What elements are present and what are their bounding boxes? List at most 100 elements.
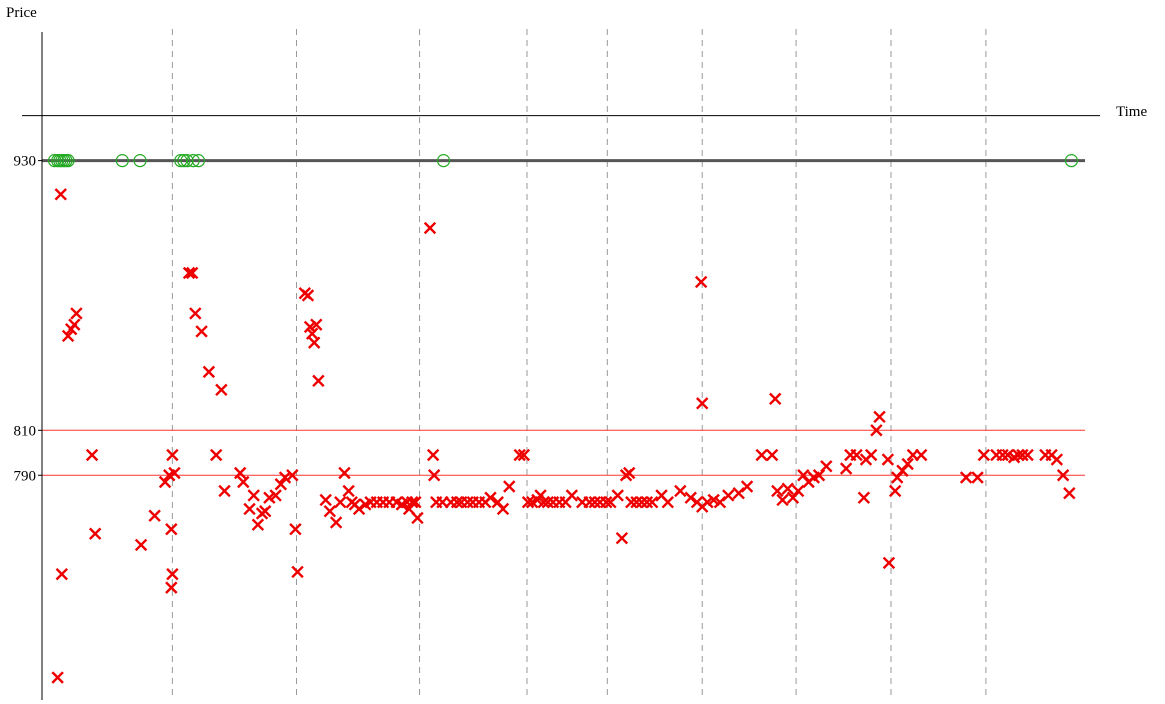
- cross-point-22: [202, 365, 216, 379]
- cross-point-3: [68, 318, 81, 331]
- y-tick-label-810: 810: [14, 423, 37, 439]
- cross-point-124: [696, 397, 709, 410]
- cross-point-143: [870, 424, 883, 437]
- cross-point-11: [158, 475, 172, 489]
- circle-point-12: [186, 154, 200, 168]
- cross-point-128: [771, 484, 784, 498]
- circle-markers: [47, 154, 1079, 168]
- cross-point-154: [977, 448, 991, 462]
- cross-point-118: [707, 493, 720, 507]
- cross-point-50: [334, 496, 347, 509]
- circle-point-7: [115, 154, 129, 168]
- cross-point-144: [873, 410, 886, 424]
- cross-point-126: [765, 448, 779, 462]
- cross-point-23: [209, 448, 223, 462]
- cross-point-82: [496, 502, 510, 516]
- cross-point-24: [215, 383, 228, 397]
- cross-point-46: [312, 374, 325, 388]
- cross-point-20: [189, 307, 202, 320]
- cross-point-120: [722, 489, 735, 502]
- cross-point-35: [274, 478, 288, 491]
- cross-point-153: [971, 471, 984, 484]
- cross-point-166: [1063, 487, 1076, 500]
- cross-point-51: [338, 466, 351, 480]
- cross-point-17: [168, 466, 181, 480]
- cross-point-30: [251, 518, 265, 531]
- cross-point-21: [195, 325, 208, 338]
- reference-lines: [42, 159, 1085, 476]
- y-axis-label: Price: [6, 5, 37, 21]
- cross-point-65: [406, 496, 419, 509]
- cross-point-26: [233, 466, 247, 480]
- cross-point-68: [423, 221, 437, 235]
- cross-point-18: [182, 266, 196, 280]
- cross-point-140: [850, 448, 863, 462]
- cross-markers: [51, 188, 1076, 684]
- cross-point-8: [51, 671, 64, 684]
- cross-point-74: [450, 496, 464, 509]
- cross-point-132: [791, 484, 805, 498]
- cross-point-86: [521, 496, 535, 509]
- cross-point-167: [857, 491, 871, 504]
- cross-point-130: [781, 482, 794, 495]
- cross-point-67: [411, 511, 424, 525]
- cross-point-110: [645, 496, 659, 509]
- cross-point-157: [1001, 448, 1015, 462]
- cross-point-49: [329, 516, 343, 529]
- cross-point-102: [611, 489, 624, 502]
- cross-point-161: [1021, 448, 1034, 462]
- cross-point-27: [237, 475, 250, 489]
- cross-point-43: [305, 327, 319, 340]
- cross-point-28: [243, 502, 256, 516]
- cross-point-90: [537, 496, 550, 509]
- cross-point-69: [426, 448, 440, 462]
- circle-point-8: [133, 154, 147, 168]
- cross-point-129: [776, 493, 789, 507]
- cross-point-48: [323, 505, 337, 518]
- circle-point-10: [177, 154, 191, 168]
- cross-point-66: [409, 496, 422, 509]
- cross-point-105: [623, 466, 636, 480]
- cross-point-19: [185, 266, 199, 280]
- cross-point-100: [600, 496, 613, 509]
- cross-point-47: [319, 493, 332, 507]
- cross-point-83: [503, 480, 516, 493]
- cross-point-44: [308, 336, 321, 349]
- cross-point-142: [864, 448, 878, 462]
- vertical-gridlines: [171, 29, 987, 700]
- cross-point-146: [888, 484, 902, 498]
- cross-point-52: [342, 484, 355, 498]
- cross-point-85: [517, 448, 531, 462]
- cross-point-122: [740, 480, 754, 493]
- circle-point-6: [61, 154, 75, 168]
- cross-point-123: [694, 275, 708, 289]
- cross-point-152: [959, 471, 973, 484]
- cross-point-151: [915, 448, 928, 462]
- cross-point-6: [88, 527, 102, 540]
- cross-point-37: [286, 469, 299, 482]
- cross-point-150: [906, 448, 920, 462]
- cross-point-39: [291, 565, 304, 579]
- cross-point-159: [1012, 448, 1025, 462]
- cross-point-15: [165, 581, 178, 594]
- cross-point-72: [436, 496, 449, 509]
- circle-point-13: [191, 154, 206, 168]
- cross-point-7: [55, 567, 69, 581]
- cross-point-113: [674, 484, 687, 498]
- cross-point-55: [352, 502, 366, 516]
- cross-point-80: [484, 491, 497, 504]
- cross-point-5: [85, 448, 99, 462]
- cross-point-145: [881, 453, 895, 466]
- cross-point-149: [901, 457, 914, 471]
- cross-point-165: [1056, 469, 1070, 482]
- cross-point-95: [565, 489, 579, 502]
- cross-point-127: [769, 392, 782, 406]
- cross-point-33: [263, 491, 276, 504]
- cross-point-168: [882, 556, 896, 570]
- y-tick-labels: 930 810 790: [14, 154, 42, 484]
- cross-point-138: [839, 462, 853, 475]
- cross-point-0: [54, 188, 67, 201]
- cross-point-13: [166, 448, 179, 462]
- cross-point-164: [1050, 453, 1064, 466]
